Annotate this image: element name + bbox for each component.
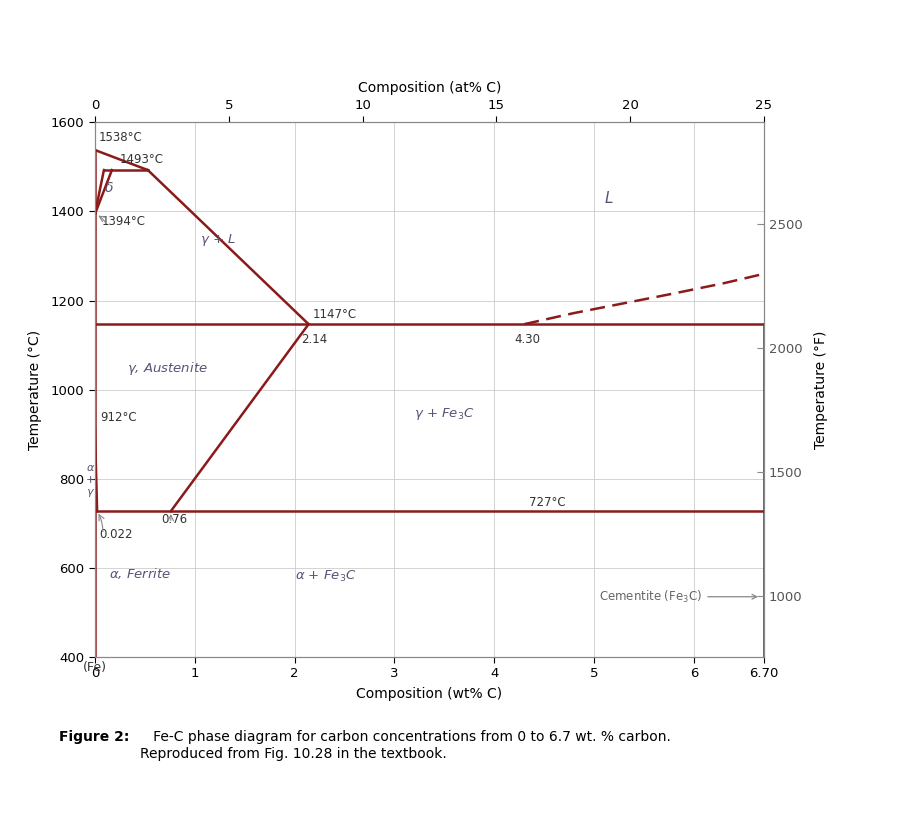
Text: $L$: $L$	[603, 190, 613, 206]
Text: $\alpha$ + Fe$_3$C: $\alpha$ + Fe$_3$C	[294, 569, 356, 584]
Text: $\alpha$
+
$\gamma$: $\alpha$ + $\gamma$	[86, 463, 96, 499]
Text: $\alpha$, Ferrite: $\alpha$, Ferrite	[108, 565, 171, 581]
Y-axis label: Temperature (°F): Temperature (°F)	[813, 330, 826, 449]
Text: $\gamma$ + $L$: $\gamma$ + $L$	[200, 233, 236, 248]
X-axis label: Composition (wt% C): Composition (wt% C)	[356, 687, 502, 701]
Text: 1394°C: 1394°C	[102, 215, 145, 228]
Text: 4.30: 4.30	[514, 333, 540, 346]
Text: 1493°C: 1493°C	[120, 153, 163, 166]
Text: 912°C: 912°C	[100, 411, 136, 424]
Y-axis label: Temperature (°C): Temperature (°C)	[28, 330, 42, 450]
Text: Fe-C phase diagram for carbon concentrations from 0 to 6.7 wt. % carbon.
Reprodu: Fe-C phase diagram for carbon concentrat…	[140, 730, 670, 761]
Text: 0.022: 0.022	[98, 528, 132, 541]
Text: 0.76: 0.76	[161, 513, 187, 526]
Text: 2.14: 2.14	[302, 333, 328, 346]
Text: $\delta$: $\delta$	[104, 181, 114, 195]
X-axis label: Composition (at% C): Composition (at% C)	[358, 81, 500, 95]
Text: Figure 2:: Figure 2:	[59, 730, 129, 744]
Text: $\gamma$, Austenite: $\gamma$, Austenite	[126, 360, 208, 377]
Text: $\gamma$ + Fe$_3$C: $\gamma$ + Fe$_3$C	[414, 406, 475, 422]
Text: 1538°C: 1538°C	[98, 131, 143, 144]
Text: (Fe): (Fe)	[83, 661, 107, 674]
Text: 1147°C: 1147°C	[312, 308, 357, 322]
Text: Cementite (Fe$_3$C): Cementite (Fe$_3$C)	[599, 588, 756, 605]
Text: 727°C: 727°C	[528, 495, 565, 508]
